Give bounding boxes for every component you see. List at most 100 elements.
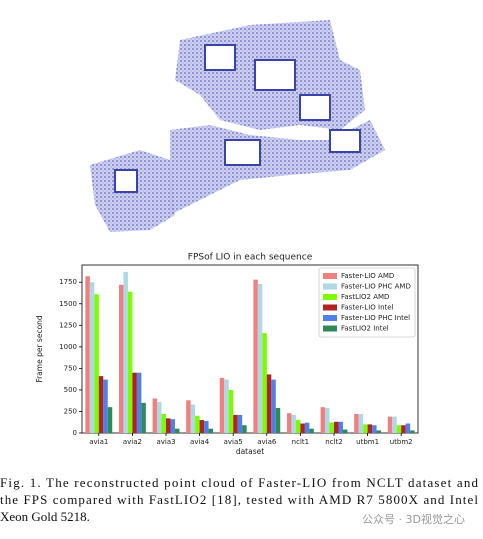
legend-swatch	[323, 283, 337, 290]
legend-swatch	[323, 273, 337, 279]
bar	[266, 374, 272, 433]
bar	[300, 423, 305, 433]
x-tick-label: avia4	[190, 438, 210, 446]
bar	[286, 413, 292, 433]
bar	[358, 414, 364, 433]
watermark: 公众号 · 3D视觉之心	[362, 512, 465, 526]
legend-label: FastLIO2 Intel	[341, 325, 389, 333]
bar	[174, 428, 180, 433]
bar	[372, 425, 377, 433]
y-tick-label: 750	[64, 364, 77, 372]
bar	[237, 414, 243, 433]
bar	[170, 419, 175, 433]
y-tick-label: 250	[64, 407, 77, 415]
bar	[275, 408, 281, 433]
y-tick-label: 1500	[59, 300, 77, 308]
bar	[376, 430, 382, 433]
bar	[141, 402, 146, 433]
x-tick-label: avia6	[257, 438, 277, 446]
plot-frame	[81, 264, 419, 434]
chart-title: FPSof LIO in each sequence	[188, 253, 313, 263]
bar	[228, 389, 234, 433]
bar	[304, 422, 310, 433]
bar	[271, 379, 276, 433]
bar	[152, 398, 158, 433]
bar	[405, 423, 411, 433]
y-axis-label: Frame per second	[35, 315, 44, 383]
bar	[186, 400, 191, 433]
bar	[329, 422, 334, 433]
bar	[136, 372, 142, 433]
x-tick-label: nclt1	[292, 438, 309, 446]
bar	[367, 424, 373, 433]
bar	[224, 379, 229, 433]
bar	[219, 377, 225, 433]
bar	[98, 376, 104, 433]
y-tick-label: 1750	[59, 278, 77, 286]
bar	[342, 429, 348, 433]
y-tick-label: 1000	[59, 343, 77, 351]
caption-line: Xeon Gold 5218.	[0, 509, 90, 524]
legend-swatch	[323, 325, 337, 332]
bar	[89, 282, 95, 433]
x-tick-label: avia2	[123, 438, 142, 446]
x-tick-label: avia1	[89, 438, 108, 446]
bar	[387, 416, 393, 433]
bar	[410, 430, 415, 433]
bar	[262, 333, 267, 433]
bar	[338, 421, 343, 433]
legend-swatch	[323, 304, 337, 311]
x-tick-label: utbm1	[356, 438, 379, 446]
bar	[199, 420, 205, 433]
bar	[363, 424, 368, 433]
bar	[161, 414, 166, 433]
point-cloud	[90, 20, 385, 232]
bar	[401, 425, 406, 433]
caption-line: Fig. 1. The reconstructed point cloud of…	[0, 475, 479, 490]
bar	[195, 415, 200, 433]
bar	[309, 428, 314, 433]
x-axis-label: dataset	[236, 447, 264, 456]
bar	[118, 284, 124, 433]
bar	[208, 428, 214, 433]
legend-box	[318, 267, 416, 338]
bar	[204, 420, 209, 433]
bar	[166, 418, 171, 433]
bar	[107, 407, 113, 433]
bar	[396, 425, 402, 433]
caption-line: the FPS compared with FastLIO2 [18], tes…	[0, 492, 478, 507]
y-tick-label: 500	[64, 386, 77, 394]
bar	[253, 279, 258, 433]
x-tick-label: avia5	[224, 438, 243, 446]
bar	[291, 414, 296, 433]
y-tick-label: 1250	[59, 321, 77, 329]
y-tick-label: 0	[73, 429, 77, 437]
bar	[157, 401, 162, 433]
legend-label: Faster-LIO PHC AMD	[341, 283, 411, 291]
legend-label: Faster-LIO AMD	[341, 272, 394, 280]
bar	[85, 276, 90, 433]
bar	[242, 425, 247, 433]
bar	[257, 283, 263, 433]
bar	[295, 420, 301, 433]
legend-swatch	[323, 294, 337, 300]
x-tick-label: utbm2	[390, 438, 413, 446]
legend-swatch	[323, 315, 337, 321]
x-tick-label: nclt2	[325, 438, 342, 446]
legend-label: Faster-LIO Intel	[341, 304, 394, 312]
bar	[320, 407, 326, 433]
bar	[127, 291, 133, 433]
legend-label: Faster-LIO PHC Intel	[341, 314, 410, 322]
bar	[233, 414, 238, 433]
bar	[392, 416, 397, 433]
bar	[103, 379, 108, 433]
bar	[325, 408, 330, 433]
bar	[190, 404, 196, 433]
bar	[132, 372, 137, 433]
bar	[334, 421, 339, 433]
bar	[123, 271, 128, 433]
bar	[94, 294, 99, 433]
legend-label: FastLIO2 AMD	[341, 293, 389, 301]
bar	[354, 414, 359, 433]
